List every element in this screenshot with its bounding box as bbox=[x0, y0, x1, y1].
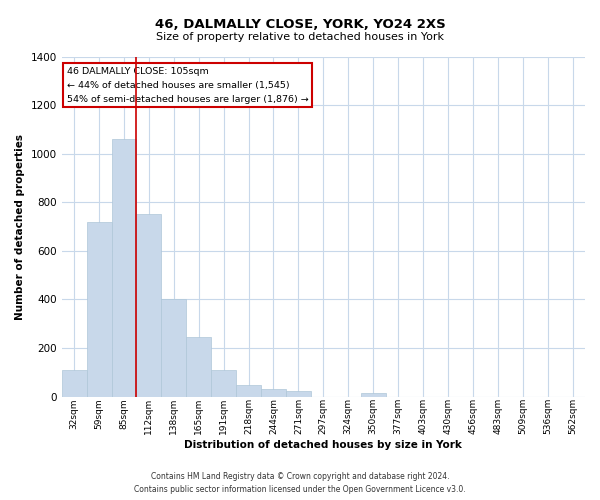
Text: Contains HM Land Registry data © Crown copyright and database right 2024.
Contai: Contains HM Land Registry data © Crown c… bbox=[134, 472, 466, 494]
Bar bbox=[136, 214, 161, 396]
Bar bbox=[361, 393, 386, 396]
Bar bbox=[211, 370, 236, 396]
Bar bbox=[62, 370, 86, 396]
Y-axis label: Number of detached properties: Number of detached properties bbox=[15, 134, 25, 320]
Bar bbox=[161, 300, 186, 396]
Text: Size of property relative to detached houses in York: Size of property relative to detached ho… bbox=[156, 32, 444, 42]
X-axis label: Distribution of detached houses by size in York: Distribution of detached houses by size … bbox=[184, 440, 462, 450]
Bar bbox=[112, 139, 136, 396]
Bar bbox=[261, 390, 286, 396]
Bar bbox=[236, 384, 261, 396]
Bar bbox=[86, 222, 112, 396]
Text: 46 DALMALLY CLOSE: 105sqm
← 44% of detached houses are smaller (1,545)
54% of se: 46 DALMALLY CLOSE: 105sqm ← 44% of detac… bbox=[67, 66, 308, 104]
Bar bbox=[186, 337, 211, 396]
Bar bbox=[286, 390, 311, 396]
Text: 46, DALMALLY CLOSE, YORK, YO24 2XS: 46, DALMALLY CLOSE, YORK, YO24 2XS bbox=[155, 18, 445, 30]
